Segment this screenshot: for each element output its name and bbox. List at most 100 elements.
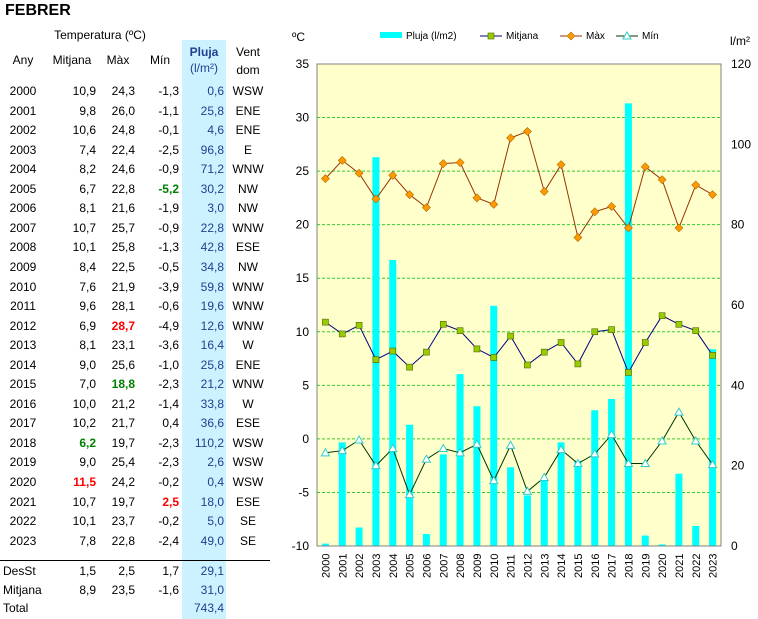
- x-tick-label-2016: 2016: [590, 554, 602, 578]
- cell-mitjana-2011: 9,6: [79, 299, 96, 314]
- point-Mitjana-2017: [608, 326, 615, 333]
- plot-area: [317, 64, 721, 546]
- cell-any-2022: 2022: [9, 514, 37, 529]
- left-tick-label: 20: [296, 218, 310, 232]
- rain-bar-2022: [692, 525, 700, 546]
- cell-mitjana-2002: 10,6: [72, 123, 96, 138]
- line-Màx: [325, 130, 713, 239]
- rain-bar-2011: [507, 467, 515, 546]
- cell-any-2007: 2007: [9, 220, 37, 235]
- cell-max-2022: 23,7: [111, 514, 135, 529]
- cell-pluja-2010: 59,8: [200, 279, 224, 294]
- rain-bar-2019: [641, 535, 649, 546]
- point-Mitjana-2007: [439, 320, 447, 328]
- cell-pluja-2000: 0,6: [207, 84, 224, 98]
- desst-max: 2,5: [118, 564, 135, 578]
- point-Mitjana-2008: [456, 327, 464, 335]
- x-tick-label-2018: 2018: [623, 554, 635, 578]
- point-Mitjana-2011: [507, 332, 514, 340]
- point-Mitjana-2021: [675, 320, 683, 328]
- cell-any-2011: 2011: [10, 299, 36, 314]
- cell-vent-2022: SE: [239, 514, 256, 529]
- page-title: FEBRER: [5, 2, 71, 19]
- cell-min-2018: -2,3: [158, 435, 179, 450]
- cell-pluja-2017: 36,6: [200, 416, 224, 431]
- mitjana-mitjana: 8,9: [79, 583, 96, 597]
- cell-vent-2010: WNW: [232, 279, 264, 294]
- header-vent-dom: dom: [236, 63, 260, 77]
- desst-pluja: 29,1: [200, 564, 224, 578]
- cell-max-2008: 25,8: [111, 240, 135, 255]
- cell-pluja-2009: 34,8: [200, 259, 224, 274]
- cell-min-2015: -2,3: [158, 377, 179, 392]
- point-Màx-2020: [657, 175, 667, 185]
- x-tick-label-2008: 2008: [455, 554, 467, 578]
- rain-bar-2015: [574, 460, 582, 546]
- point-Màx-2018: [623, 223, 633, 233]
- point-Mín-2007: [438, 443, 449, 453]
- rain-bar-2007: [439, 454, 447, 546]
- cell-vent-2011: WNW: [232, 299, 264, 314]
- point-Mitjana-2018: [625, 369, 632, 376]
- x-tick-label-2021: 2021: [674, 554, 686, 578]
- rain-bar-2013: [540, 480, 548, 546]
- right-tick-label: 20: [731, 459, 745, 473]
- point-Mín-2008: [455, 447, 465, 457]
- point-Màx-2007: [438, 159, 448, 169]
- point-Mitjana-2005: [406, 363, 413, 371]
- data-table: FEBRER Temperatura (ºC) Pluja (l/m²) Vent An…: [0, 0, 270, 619]
- point-Màx-2017: [607, 202, 617, 211]
- cell-any-2000: 2000: [9, 84, 37, 98]
- point-Màx-2019: [640, 162, 650, 172]
- cell-mitjana-2006: 8,1: [79, 201, 96, 216]
- cell-pluja-2016: 33,8: [200, 396, 224, 411]
- cell-min-2003: -2,5: [158, 142, 179, 157]
- rain-bar-2000: [321, 543, 329, 546]
- rain-bar-2001: [338, 442, 346, 546]
- x-tick-label-2014: 2014: [556, 554, 568, 578]
- mitjana-min: -1,6: [158, 583, 179, 597]
- cell-min-2000: -1,3: [158, 84, 179, 98]
- cell-max-2003: 22,4: [111, 142, 135, 157]
- cell-vent-2002: ENE: [235, 123, 261, 138]
- right-tick-label: 0: [731, 539, 738, 553]
- cell-min-2021: 2,5: [162, 494, 179, 509]
- point-Mitjana-2016: [591, 328, 599, 336]
- cell-min-2001: -1,1: [158, 103, 179, 118]
- point-Mín-2022: [690, 436, 701, 445]
- right-tick-label: 40: [731, 378, 745, 392]
- legend-marker-Mitjana: [487, 32, 495, 40]
- pluja-column-highlight: [182, 40, 226, 619]
- cell-any-2008: 2008: [9, 240, 37, 255]
- point-Mitjana-2000: [322, 318, 329, 326]
- point-Màx-2023: [708, 190, 718, 200]
- cell-max-2021: 19,7: [111, 494, 135, 509]
- cell-mitjana-2004: 8,2: [79, 162, 96, 177]
- point-Màx-2005: [405, 190, 415, 200]
- point-Màx-2013: [539, 187, 549, 196]
- cell-mitjana-2022: 10,1: [72, 514, 96, 529]
- rain-bar-2010: [490, 305, 498, 546]
- legend-marker-Màx: [566, 31, 576, 41]
- x-tick-label-2020: 2020: [657, 554, 669, 578]
- cell-max-2002: 24,8: [111, 123, 135, 138]
- mitjana-pluja: 31,0: [200, 583, 224, 597]
- x-tick-label-2022: 2022: [691, 554, 703, 578]
- cell-vent-2020: WSW: [232, 475, 264, 489]
- legend-label-Màx: Màx: [586, 31, 605, 42]
- climate-chart: -10 -5 0 5 10 15 20 25 30 35 0 20 40 60 80 100 120 ºC l/m²…: [292, 30, 752, 578]
- header-pluja: Pluja: [189, 45, 219, 59]
- cell-any-2010: 2010: [9, 279, 37, 294]
- right-tick-label: 60: [731, 298, 745, 312]
- x-tick-label-2023: 2023: [708, 554, 720, 578]
- left-tick-label: 15: [296, 271, 310, 285]
- cell-pluja-2015: 21,2: [200, 377, 224, 392]
- cell-min-2019: -2,3: [158, 455, 179, 470]
- rain-bar-2017: [608, 398, 616, 546]
- cell-vent-2013: W: [242, 338, 254, 353]
- header-min: Mín: [149, 53, 170, 67]
- left-axis-label: ºC: [292, 30, 305, 44]
- desst-min: 1,7: [162, 564, 179, 578]
- cell-any-2009: 2009: [9, 259, 37, 274]
- cell-pluja-2005: 30,2: [200, 181, 224, 196]
